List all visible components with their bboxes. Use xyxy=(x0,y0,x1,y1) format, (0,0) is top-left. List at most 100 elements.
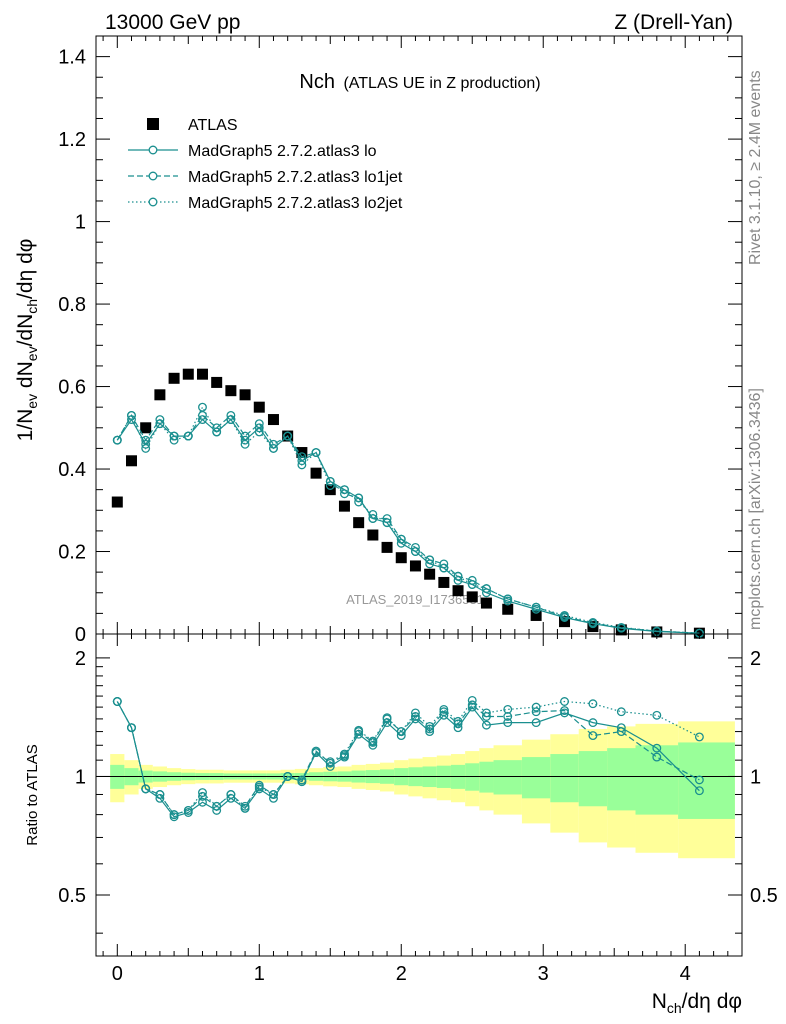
mc-marker xyxy=(588,618,598,627)
mc-marker xyxy=(169,435,179,445)
ratio-panel: 0 1 2 3 4 0.5 0.5 1 1 2 2 xyxy=(58,633,778,985)
atlas-data-point xyxy=(424,568,436,580)
series-line-solid xyxy=(116,701,700,818)
mc-marker xyxy=(127,723,136,733)
x-tick-label: 0 xyxy=(112,963,123,985)
atlas-data-point xyxy=(253,401,265,413)
mc-marker xyxy=(560,708,569,718)
mc-marker xyxy=(467,700,477,710)
atlas-data-point xyxy=(140,422,152,434)
mc-marker xyxy=(198,791,207,801)
atlas-data-point xyxy=(367,529,379,541)
axis-label-subscript: ev xyxy=(24,346,40,361)
x-axis-label: Nch/dη dφ xyxy=(652,990,742,1016)
ratio-y-tick-label: 2 xyxy=(75,648,86,670)
mc-marker xyxy=(560,706,569,716)
ratio-band-inner xyxy=(479,761,494,793)
mc-marker xyxy=(694,732,704,742)
ratio-band-inner xyxy=(578,751,608,807)
main-panel: 0 0.2 0.4 0.6 0.8 1 1.2 1.4 xyxy=(58,35,743,646)
mc-marker xyxy=(354,497,364,507)
mc-marker xyxy=(531,707,541,717)
atlas-data-point xyxy=(111,496,123,508)
axis-label-part: /dη dφ xyxy=(682,990,742,1013)
atlas-data-point xyxy=(502,603,514,615)
analysis-watermark: ATLAS_2019_I1736531 xyxy=(346,592,484,607)
mc-marker xyxy=(694,775,704,785)
mc-marker xyxy=(141,784,151,794)
mc-marker xyxy=(283,431,293,441)
mc-marker xyxy=(382,518,392,528)
mc-marker xyxy=(560,610,569,620)
mc-marker xyxy=(467,695,477,705)
mc-marker xyxy=(240,803,250,813)
mc-marker xyxy=(340,489,349,499)
atlas-data-point xyxy=(480,597,492,609)
mc-marker xyxy=(212,801,222,811)
mc-marker xyxy=(325,757,335,767)
y-tick-label: 0.2 xyxy=(58,542,86,564)
y-tick-label: 1.2 xyxy=(58,129,86,151)
atlas-data-point xyxy=(182,368,194,380)
axis-label-subscript: ch xyxy=(24,299,40,314)
mc-marker xyxy=(340,485,349,495)
mc-marker xyxy=(325,476,335,486)
mc-marker xyxy=(368,509,378,519)
ratio-y-tick-label-right: 0.5 xyxy=(750,885,778,907)
y-tick-label: 0 xyxy=(75,624,86,646)
atlas-data-point xyxy=(615,624,627,636)
ratio-y-tick-label-right: 2 xyxy=(750,648,761,670)
mc-marker xyxy=(311,748,321,757)
header-left: 13000 GeV pp xyxy=(105,11,240,34)
axis-label-part: /dN xyxy=(14,314,37,347)
atlas-data-point xyxy=(353,517,365,529)
mc-marker xyxy=(425,555,435,565)
mc-marker xyxy=(481,712,491,721)
mc-marker xyxy=(531,718,541,728)
mc-marker xyxy=(127,410,136,420)
mc-marker xyxy=(183,431,193,441)
axis-label-part: dN xyxy=(14,361,37,394)
mc-marker xyxy=(198,797,207,807)
mc-marker xyxy=(112,697,122,706)
mc-marker xyxy=(254,427,264,437)
mc-marker xyxy=(183,805,193,815)
atlas-data-point xyxy=(310,467,322,479)
mc-marker xyxy=(212,423,222,433)
ratio-y-axis-label: Ratio to ATLAS xyxy=(24,744,41,845)
mc-marker xyxy=(481,584,491,594)
mc-marker xyxy=(269,443,278,453)
mc-marker xyxy=(425,727,435,737)
mc-marker xyxy=(481,720,491,730)
series-line-dashed xyxy=(116,701,700,816)
atlas-data-point xyxy=(409,560,421,572)
mc-marker xyxy=(616,727,626,737)
plot-title-sub: (ATLAS UE in Z production) xyxy=(343,75,540,92)
mc-marker xyxy=(588,731,598,741)
mc-marker xyxy=(155,793,165,803)
plot-title: Nch (ATLAS UE in Z production) xyxy=(299,71,540,93)
mc-marker xyxy=(411,714,420,724)
mc-marker xyxy=(382,713,392,723)
mc-marker xyxy=(226,790,236,799)
axis-label-part: 1/N xyxy=(14,409,37,442)
y-tick-label: 0.6 xyxy=(58,377,86,399)
mc-marker xyxy=(425,721,435,731)
ratio-band-inner xyxy=(521,757,551,799)
atlas-data-point xyxy=(530,609,542,621)
atlas-data-point xyxy=(338,500,350,512)
mc-marker xyxy=(411,708,420,718)
y-tick-label: 1.4 xyxy=(58,47,86,69)
mc-marker xyxy=(411,547,420,556)
ratio-band-inner xyxy=(678,742,735,819)
axis-label-part: /dη dφ xyxy=(14,239,37,299)
ratio-y-tick-label: 1 xyxy=(75,766,86,788)
y-tick-label: 0.4 xyxy=(58,459,86,481)
mc-marker xyxy=(560,697,569,706)
mc-marker xyxy=(155,419,165,429)
atlas-data-point xyxy=(168,372,180,384)
x-tick-label: 1 xyxy=(254,963,265,985)
mc-marker xyxy=(297,777,307,787)
x-tick-label: 2 xyxy=(396,963,407,985)
mc-marker xyxy=(467,580,477,589)
